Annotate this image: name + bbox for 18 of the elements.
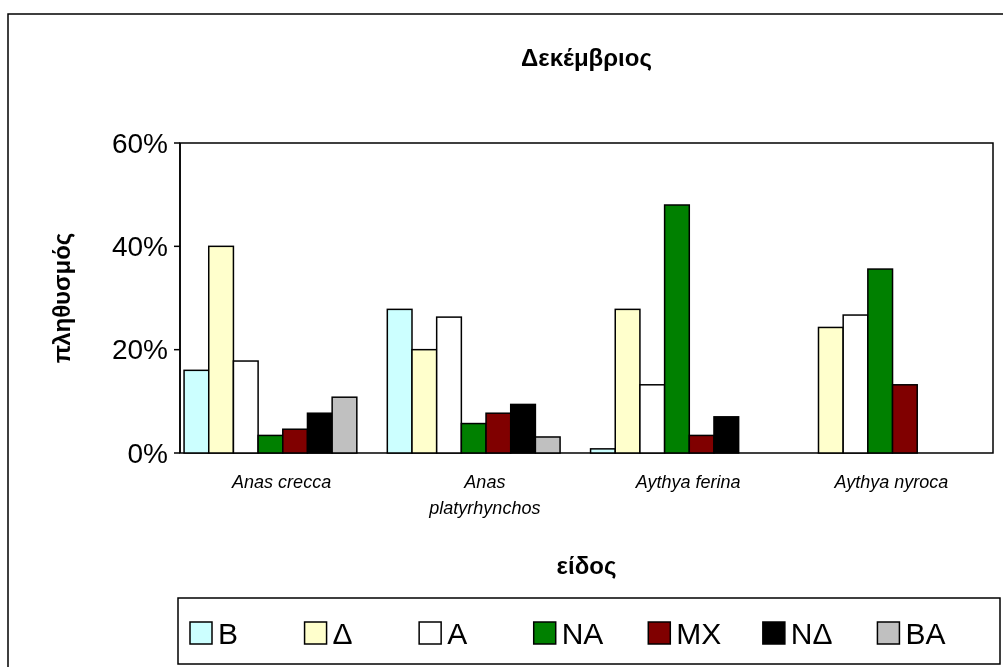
x-tick-label: Aythya ferina xyxy=(634,472,741,492)
legend-label: A xyxy=(447,616,468,650)
x-tick-label: Anas platyrhynchos xyxy=(428,472,541,518)
legend-label: NA xyxy=(561,616,604,650)
y-axis-title: πληθυσμός xyxy=(48,232,75,364)
legend-label: Δ xyxy=(332,616,353,650)
y-tick-label: 40% xyxy=(111,231,168,263)
x-tick-label: Anas crecca xyxy=(231,472,332,492)
y-tick-label: 20% xyxy=(111,334,168,366)
legend-label: MX xyxy=(676,616,722,650)
y-tick-label: 0% xyxy=(127,437,168,469)
y-tick-label: 60% xyxy=(111,127,168,159)
chart-title: Δεκέμβριος xyxy=(521,44,652,71)
x-axis-title: είδος xyxy=(556,552,617,579)
x-tick-label: Aythya nyroca xyxy=(833,472,949,492)
legend-label: BA xyxy=(905,616,946,650)
legend-label: NΔ xyxy=(790,616,833,650)
legend-label: B xyxy=(218,616,239,650)
